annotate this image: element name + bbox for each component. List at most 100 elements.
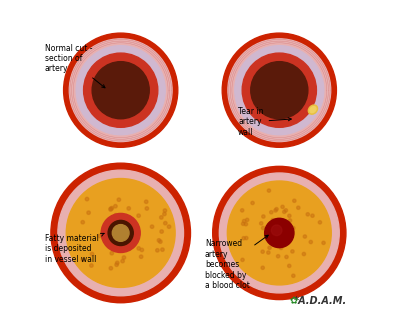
- Circle shape: [121, 259, 124, 263]
- Circle shape: [120, 228, 123, 231]
- Circle shape: [109, 208, 112, 211]
- Circle shape: [137, 214, 140, 218]
- Circle shape: [288, 214, 291, 218]
- Circle shape: [110, 252, 114, 255]
- Circle shape: [122, 256, 126, 259]
- Circle shape: [242, 236, 245, 240]
- Circle shape: [66, 179, 175, 287]
- Circle shape: [219, 173, 339, 293]
- Circle shape: [139, 255, 143, 259]
- Circle shape: [164, 221, 167, 225]
- Circle shape: [157, 239, 161, 242]
- Circle shape: [106, 225, 109, 228]
- Text: Normal cut -
section of
artery: Normal cut - section of artery: [44, 44, 105, 88]
- Circle shape: [117, 233, 120, 236]
- Circle shape: [268, 237, 272, 241]
- Circle shape: [235, 46, 324, 135]
- Circle shape: [281, 236, 284, 240]
- Circle shape: [159, 240, 162, 244]
- Circle shape: [108, 220, 133, 245]
- Circle shape: [261, 250, 264, 253]
- Circle shape: [150, 225, 154, 228]
- Circle shape: [160, 230, 163, 233]
- Circle shape: [51, 163, 190, 303]
- Circle shape: [122, 240, 126, 244]
- Circle shape: [246, 218, 249, 221]
- Circle shape: [58, 170, 184, 296]
- Text: Fatty material
is deposited
in vessel wall: Fatty material is deposited in vessel wa…: [44, 233, 104, 264]
- Circle shape: [69, 39, 172, 142]
- Circle shape: [244, 222, 248, 226]
- Circle shape: [213, 166, 346, 300]
- Circle shape: [288, 219, 292, 222]
- Circle shape: [283, 235, 286, 238]
- Circle shape: [117, 228, 121, 232]
- Circle shape: [303, 235, 306, 238]
- Circle shape: [130, 238, 133, 242]
- Circle shape: [270, 211, 273, 214]
- Circle shape: [240, 209, 244, 212]
- Circle shape: [251, 201, 254, 204]
- Circle shape: [293, 199, 296, 203]
- Circle shape: [140, 248, 144, 252]
- Circle shape: [109, 207, 112, 211]
- Circle shape: [311, 214, 314, 217]
- Circle shape: [112, 236, 116, 240]
- Circle shape: [309, 240, 312, 244]
- Circle shape: [291, 250, 294, 253]
- Circle shape: [242, 220, 246, 223]
- Circle shape: [108, 222, 112, 226]
- Circle shape: [84, 53, 158, 127]
- Circle shape: [116, 261, 119, 265]
- Circle shape: [278, 231, 281, 235]
- Circle shape: [262, 226, 265, 230]
- Circle shape: [275, 229, 279, 232]
- Circle shape: [114, 204, 117, 208]
- Circle shape: [64, 33, 178, 147]
- Circle shape: [274, 231, 278, 235]
- Text: *A.D.A.M.: *A.D.A.M.: [294, 296, 347, 306]
- Circle shape: [110, 206, 114, 210]
- Circle shape: [262, 215, 265, 218]
- Circle shape: [275, 207, 278, 211]
- Circle shape: [90, 252, 94, 256]
- Circle shape: [271, 225, 282, 236]
- Circle shape: [124, 230, 128, 234]
- Circle shape: [163, 212, 166, 216]
- Circle shape: [160, 216, 163, 219]
- Circle shape: [271, 219, 274, 222]
- Circle shape: [267, 189, 271, 192]
- Circle shape: [145, 207, 149, 210]
- Circle shape: [285, 255, 288, 259]
- Circle shape: [87, 211, 90, 214]
- Circle shape: [117, 223, 120, 227]
- Circle shape: [227, 181, 331, 285]
- Circle shape: [267, 251, 270, 254]
- Circle shape: [241, 258, 244, 261]
- Circle shape: [242, 222, 245, 226]
- Circle shape: [128, 247, 131, 251]
- Circle shape: [302, 252, 306, 256]
- Circle shape: [137, 247, 140, 250]
- Circle shape: [167, 225, 171, 228]
- Circle shape: [92, 62, 149, 119]
- Circle shape: [144, 200, 148, 204]
- Circle shape: [261, 266, 264, 269]
- Circle shape: [114, 236, 117, 239]
- Circle shape: [112, 225, 129, 241]
- Circle shape: [251, 62, 308, 119]
- Circle shape: [101, 213, 140, 252]
- Circle shape: [98, 234, 101, 238]
- Circle shape: [266, 237, 269, 240]
- Circle shape: [109, 267, 113, 270]
- Circle shape: [156, 249, 159, 252]
- Circle shape: [280, 246, 283, 250]
- Circle shape: [117, 227, 121, 230]
- Circle shape: [81, 220, 84, 224]
- Text: ✿: ✿: [290, 296, 298, 306]
- Ellipse shape: [310, 107, 316, 113]
- Circle shape: [292, 227, 295, 230]
- Circle shape: [123, 225, 127, 228]
- Circle shape: [288, 264, 291, 268]
- Circle shape: [90, 264, 93, 267]
